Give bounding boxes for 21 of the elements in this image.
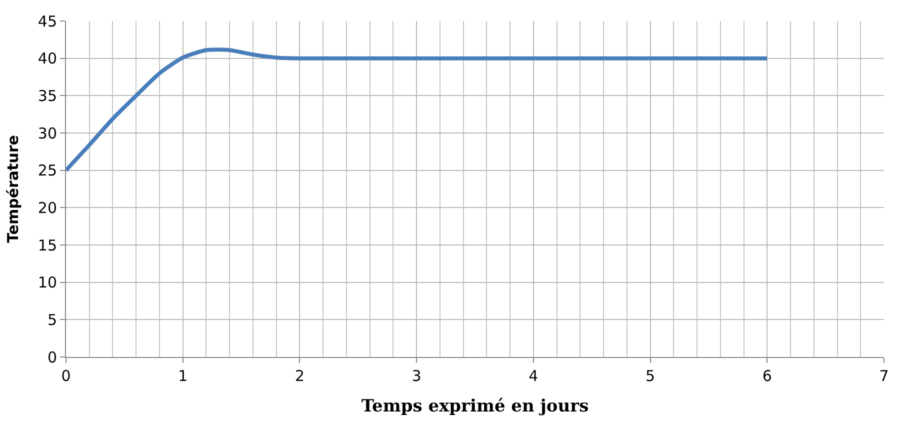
x-tick-label: 6 [762, 367, 772, 385]
y-tick-label: 35 [38, 86, 57, 105]
x-tick-label: 1 [178, 367, 188, 385]
y-tick-label: 15 [38, 236, 57, 254]
y-tick-label: 25 [38, 162, 57, 180]
line-series [66, 48, 770, 172]
y-tick-label: 30 [38, 124, 57, 142]
y-tick-label: 0 [47, 348, 57, 366]
y-tick-label: 10 [38, 274, 57, 292]
y-tick-label: 5 [47, 310, 57, 329]
x-tick-label: 3 [412, 367, 422, 385]
x-tick-label: 2 [294, 367, 304, 385]
x-tick-label: 4 [528, 367, 538, 385]
y-tick-label: 20 [38, 198, 57, 217]
y-tick-label: 40 [38, 50, 57, 68]
y-axis-title: Température [4, 135, 22, 243]
x-tick-label: 0 [61, 367, 71, 385]
y-tick-label: 45 [38, 12, 57, 30]
x-axis-title: Temps exprimé en jours [361, 396, 589, 416]
x-tick-label: 5 [646, 367, 656, 385]
x-tick-label: 7 [879, 367, 889, 385]
